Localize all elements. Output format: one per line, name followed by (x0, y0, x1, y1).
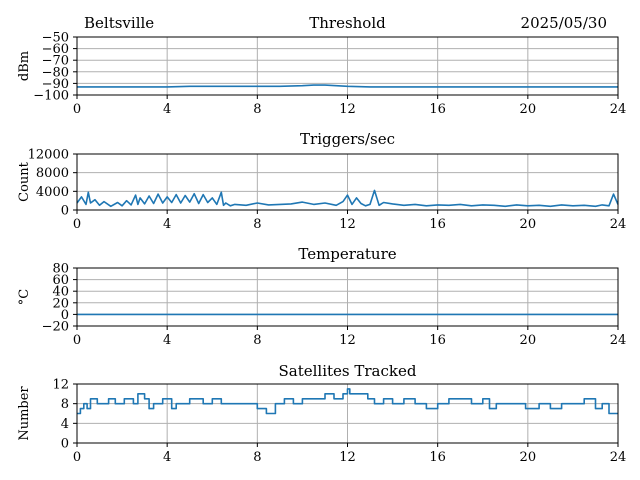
y-tick-label: 60 (52, 273, 69, 288)
panel-title: Temperature (298, 245, 396, 263)
x-tick-label: 24 (610, 333, 627, 348)
report-date: 2025/05/30 (521, 14, 607, 32)
y-tick-label: 12 (52, 378, 69, 393)
x-tick-label: 20 (520, 217, 537, 232)
y-tick-label: 80 (52, 262, 69, 277)
panel-3: 0 4 8 12 16 20 24 0 4 8 12 Satellites Tracked Number (17, 362, 626, 465)
x-tick-label: 20 (520, 450, 537, 465)
x-tick-label: 16 (429, 450, 446, 465)
series-line (77, 84, 618, 88)
station-name: Beltsville (84, 14, 154, 32)
x-tick-label: 4 (163, 102, 171, 117)
y-axis-label: dBm (17, 51, 32, 81)
x-tick-label: 24 (610, 102, 627, 117)
x-tick-label: 0 (73, 102, 81, 117)
y-tick-label: 8 (61, 397, 69, 412)
x-tick-label: 8 (253, 102, 261, 117)
x-tick-label: 12 (339, 450, 356, 465)
x-tick-label: 8 (253, 217, 261, 232)
x-tick-label: 4 (163, 333, 171, 348)
y-tick-label: 8000 (36, 166, 69, 181)
y-tick-label: −60 (42, 42, 69, 57)
x-tick-label: 16 (429, 217, 446, 232)
y-axis-label: °C (17, 289, 32, 306)
y-tick-label: −80 (42, 65, 69, 80)
y-tick-label: −70 (42, 54, 69, 69)
y-tick-label: 4000 (36, 185, 69, 200)
x-tick-label: 12 (339, 217, 356, 232)
x-tick-label: 24 (610, 450, 627, 465)
y-tick-label: 0 (61, 437, 69, 452)
panel-1: 0 4 8 12 16 20 24 0 4000 8000 12000 Triggers/sec Cou… (17, 130, 626, 232)
y-tick-label: 40 (52, 285, 69, 300)
x-tick-label: 16 (429, 333, 446, 348)
x-tick-label: 8 (253, 450, 261, 465)
x-tick-label: 8 (253, 333, 261, 348)
chart-panels: 0 4 8 12 16 20 24 −100−90−80−70−60−50 Threshold d… (17, 14, 626, 465)
y-axis-label: Number (17, 386, 32, 441)
x-tick-label: 12 (339, 102, 356, 117)
y-tick-label: −90 (42, 77, 69, 92)
x-tick-label: 12 (339, 333, 356, 348)
y-tick-label: 12000 (28, 148, 69, 163)
panel-title: Threshold (309, 14, 386, 32)
y-tick-label: 4 (61, 417, 69, 432)
x-tick-label: 4 (163, 450, 171, 465)
x-tick-label: 16 (429, 102, 446, 117)
panel-title: Satellites Tracked (279, 362, 417, 380)
x-tick-label: 24 (610, 217, 627, 232)
panel-title: Triggers/sec (300, 130, 395, 148)
series-line (77, 388, 618, 415)
x-tick-label: 20 (520, 102, 537, 117)
y-tick-label: 0 (61, 308, 69, 323)
series-line (76, 189, 619, 208)
y-tick-label: −20 (42, 320, 69, 335)
panel-0: 0 4 8 12 16 20 24 −100−90−80−70−60−50 Threshold d… (17, 14, 626, 117)
x-tick-label: 0 (73, 450, 81, 465)
x-tick-label: 0 (73, 333, 81, 348)
y-tick-label: −50 (42, 31, 69, 46)
x-tick-label: 0 (73, 217, 81, 232)
x-tick-label: 4 (163, 217, 171, 232)
x-tick-label: 20 (520, 333, 537, 348)
y-tick-label: −100 (33, 89, 69, 104)
y-axis-label: Count (17, 161, 32, 202)
y-tick-label: 20 (52, 296, 69, 311)
y-tick-label: 0 (61, 204, 69, 219)
